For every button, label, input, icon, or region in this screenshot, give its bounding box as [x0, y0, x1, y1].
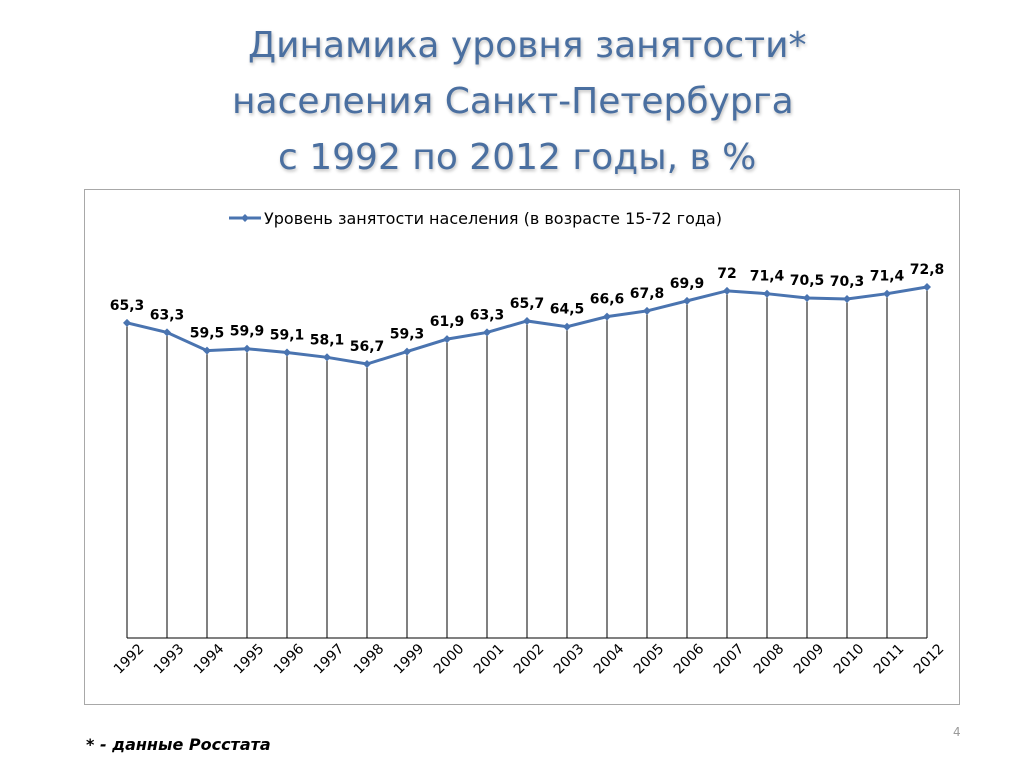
- data-point-1997: [323, 353, 331, 362]
- data-label-2005: 67,8: [630, 286, 665, 302]
- title-line-2: населения Санкт-Петербурга: [232, 81, 794, 122]
- series-line-group: [123, 283, 931, 368]
- x-tick-2008: 2008: [751, 641, 788, 678]
- x-tick-1992: 1992: [111, 641, 148, 678]
- x-tick-2005: 2005: [631, 641, 668, 678]
- line-chart: Уровень занятости населения (в возрасте …: [110, 209, 948, 678]
- data-point-2011: [883, 289, 891, 298]
- data-label-1996: 59,1: [270, 328, 305, 344]
- data-point-2004: [603, 312, 611, 321]
- chart-area: Уровень занятости населения (в возрасте …: [84, 189, 960, 705]
- data-point-1999: [403, 347, 411, 356]
- data-point-2007: [723, 286, 731, 295]
- data-point-1995: [243, 344, 251, 353]
- data-point-2009: [803, 294, 811, 302]
- data-label-2006: 69,9: [670, 276, 705, 292]
- x-tick-2001: 2001: [471, 641, 508, 678]
- x-tick-2007: 2007: [711, 641, 748, 678]
- data-point-2010: [843, 294, 851, 303]
- data-point-2012: [923, 283, 931, 291]
- data-label-2000: 61,9: [430, 314, 465, 330]
- data-point-1998: [363, 360, 371, 368]
- data-label-2010: 70,3: [830, 274, 865, 290]
- x-tick-1996: 1996: [271, 641, 308, 678]
- x-tick-1994: 1994: [191, 641, 228, 678]
- vertical-gridlines: [126, 287, 928, 639]
- data-point-2001: [483, 328, 491, 337]
- title-line-3: с 1992 по 2012 годы, в %: [278, 137, 757, 178]
- x-tick-2000: 2000: [431, 641, 468, 678]
- data-point-2008: [763, 289, 771, 298]
- data-label-1997: 58,1: [310, 332, 345, 348]
- data-point-1994: [203, 346, 211, 355]
- data-point-2002: [523, 316, 531, 325]
- data-label-2011: 71,4: [870, 269, 905, 285]
- x-tick-2009: 2009: [791, 641, 828, 678]
- data-label-2001: 63,3: [470, 307, 505, 323]
- x-tick-1999: 1999: [391, 641, 428, 678]
- data-label-1994: 59,5: [190, 326, 225, 342]
- x-tick-2006: 2006: [671, 641, 708, 678]
- data-point-1993: [163, 328, 171, 337]
- data-point-1996: [283, 348, 291, 357]
- data-label-1999: 59,3: [390, 327, 425, 343]
- x-tick-1997: 1997: [311, 641, 348, 678]
- data-label-2009: 70,5: [790, 273, 825, 289]
- x-axis-tick-labels: 1992 1993 1994 1995 1996 1997 1998 1999 2000 2001…: [111, 641, 948, 678]
- data-label-2008: 71,4: [750, 269, 785, 285]
- data-label-1993: 63,3: [150, 307, 185, 323]
- data-label-2012: 72,8: [910, 262, 945, 278]
- data-point-1992: [123, 318, 131, 327]
- data-labels: 65,3 63,3 59,5 59,9 59,1 58,1 56,7 59,3 61,9 63,3…: [110, 262, 945, 355]
- data-label-2007: 72: [717, 266, 736, 282]
- data-point-2006: [683, 296, 691, 305]
- data-point-2000: [443, 335, 451, 344]
- data-label-2002: 65,7: [510, 296, 545, 312]
- x-tick-1998: 1998: [351, 641, 388, 678]
- x-tick-1995: 1995: [231, 641, 268, 678]
- x-tick-2003: 2003: [551, 641, 588, 678]
- data-point-2003: [563, 322, 571, 331]
- data-label-1995: 59,9: [230, 324, 265, 340]
- x-tick-1993: 1993: [151, 641, 188, 678]
- x-tick-2010: 2010: [831, 641, 868, 678]
- data-label-2003: 64,5: [550, 302, 585, 318]
- data-label-2004: 66,6: [590, 292, 625, 308]
- x-tick-2002: 2002: [511, 641, 548, 678]
- legend: Уровень занятости населения (в возрасте …: [229, 209, 722, 228]
- legend-marker: [241, 214, 249, 222]
- page-number: 4: [953, 725, 961, 739]
- data-label-1998: 56,7: [350, 339, 385, 355]
- x-tick-2011: 2011: [871, 641, 908, 678]
- title-line-1: Динамика уровня занятости*: [248, 25, 807, 66]
- data-label-1992: 65,3: [110, 298, 145, 314]
- footnote: * - данные Росстата: [86, 735, 271, 754]
- x-tick-2004: 2004: [591, 641, 628, 678]
- x-tick-2012: 2012: [911, 641, 948, 678]
- legend-label: Уровень занятости населения (в возрасте …: [264, 209, 722, 228]
- data-point-2005: [643, 306, 651, 315]
